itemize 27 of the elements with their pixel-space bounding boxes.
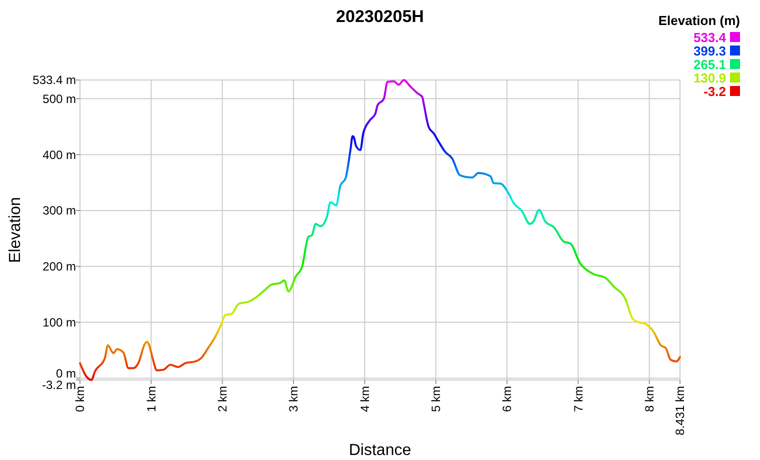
x-tick-label: 8.431 km: [673, 386, 688, 436]
color-bar-label: 533.4: [693, 30, 727, 45]
x-tick-label: 8 km: [642, 386, 657, 412]
chart-title: 20230205H: [336, 7, 424, 26]
y-tick-label: 500 m: [42, 92, 76, 106]
y-tick-label: 0 m: [56, 366, 76, 380]
y-axis-title: Elevation: [7, 197, 24, 263]
x-axis-title: Distance: [348, 442, 412, 459]
y-tick-label: -3.2 m: [42, 378, 76, 392]
color-bar-label: 265.1: [693, 57, 726, 72]
color-bar-label: -3.2: [704, 84, 726, 99]
y-tick-label: 533.4 m: [32, 73, 76, 88]
color-bar-title: Elevation (m): [658, 13, 740, 28]
color-bar-label: 130.9: [693, 70, 726, 86]
x-tick-label: 3 km: [286, 386, 301, 412]
x-tick-label: 6 km: [500, 386, 514, 412]
x-tick-label: 4 km: [358, 386, 372, 412]
y-tick-label: 100 m: [42, 316, 76, 330]
y-tick-label: 200 m: [42, 260, 76, 274]
y-tick-label: 400 m: [42, 148, 76, 162]
x-tick-label: 5 km: [429, 386, 444, 412]
color-bar-label: 399.3: [693, 44, 726, 58]
x-tick-label: 2 km: [216, 386, 230, 412]
x-tick-label: 1 km: [144, 386, 158, 412]
x-tick-label: 7 km: [571, 386, 586, 412]
y-tick-label: 300 m: [42, 204, 76, 218]
x-tick-label: 0 km: [73, 386, 88, 412]
